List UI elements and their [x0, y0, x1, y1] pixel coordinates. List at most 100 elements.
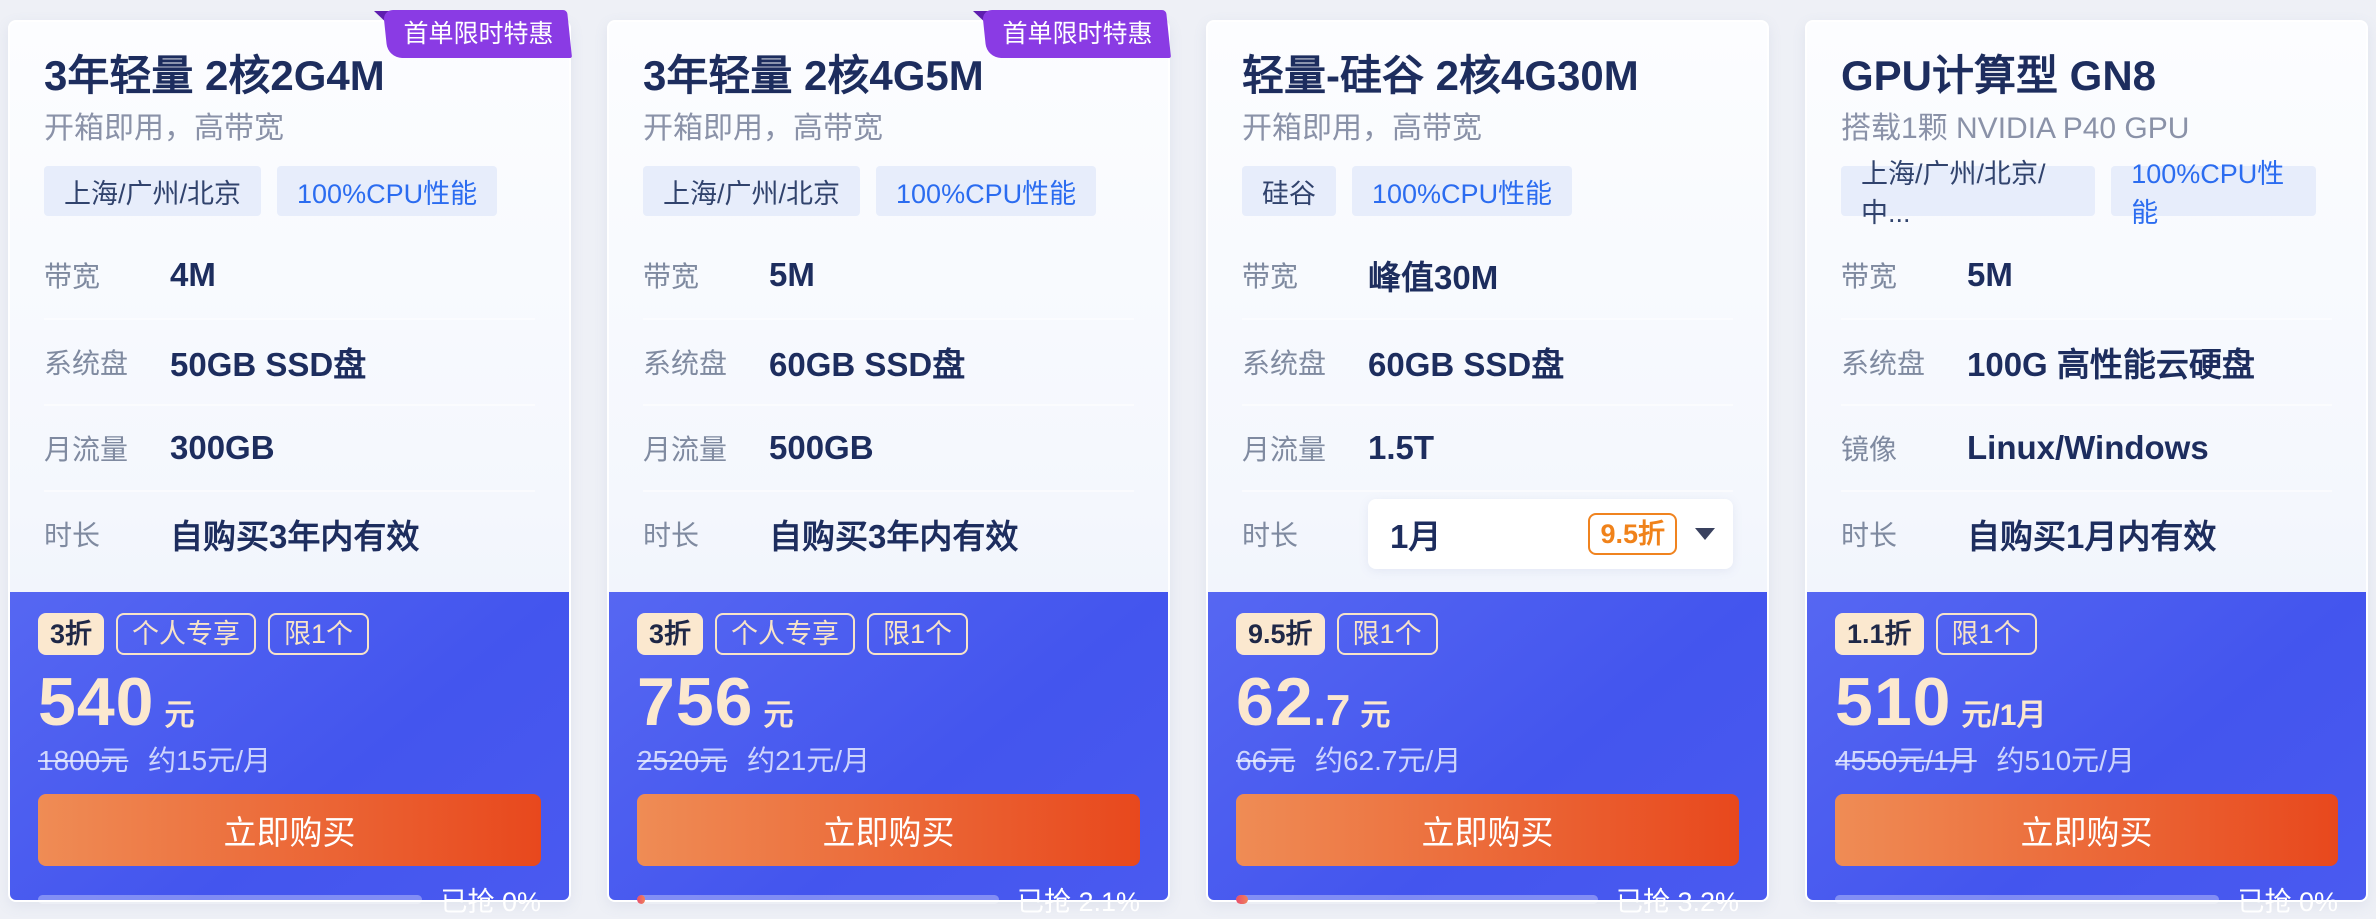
region-tag: 硅谷	[1242, 166, 1336, 216]
product-title: 轻量-硅谷 2核4G30M	[1242, 52, 1639, 99]
price-line: 62 .7 元	[1236, 668, 1739, 736]
badge-row: 3折 个人专享 限1个	[637, 612, 1140, 656]
spec-row-bandwidth: 带宽 4M	[44, 232, 535, 318]
spec-row-duration: 时长 自购买1月内有效	[1841, 490, 2332, 576]
limit-badge: 限1个	[1336, 612, 1438, 656]
region-tag: 上海/广州/北京/中...	[1841, 159, 2096, 228]
spec-value: 60GB SSD盘	[769, 346, 966, 383]
price-footer: 9.5折 限1个 62 .7 元 66元 约62.7元/月 立即购买 已抢 3.…	[1208, 592, 1767, 917]
duration-discount-chip: 9.5折	[1588, 512, 1677, 556]
duration-selected-value: 1月	[1390, 518, 1442, 555]
spec-label: 时长	[643, 520, 700, 551]
discount-badge: 3折	[38, 612, 105, 656]
price-footer: 1.1折 限1个 510 元/1月 4550元/1月 约510元/月 立即购买 …	[1807, 592, 2366, 917]
sold-percent-label: 已抢 0%	[440, 887, 541, 917]
sold-progress-row: 已抢 0%	[38, 880, 541, 919]
buy-now-button[interactable]: 立即购买	[1236, 794, 1739, 866]
original-price-line: 1800元 约15元/月	[38, 744, 541, 778]
spec-label: 系统盘	[643, 348, 728, 379]
spec-row-disk: 系统盘 100G 高性能云硬盘	[1841, 318, 2332, 404]
sold-progress-row: 已抢 2.1%	[637, 880, 1140, 919]
region-tag: 上海/广州/北京	[643, 166, 861, 216]
spec-row-disk: 系统盘 60GB SSD盘	[1242, 318, 1733, 404]
limit-badge: 限1个	[268, 612, 370, 656]
sold-progress-track	[1835, 895, 2220, 904]
spec-label: 系统盘	[44, 348, 129, 379]
buy-now-button[interactable]: 立即购买	[38, 794, 541, 866]
price-integer: 510	[1835, 664, 1952, 740]
product-title: 3年轻量 2核4G5M	[643, 52, 984, 99]
spec-row-traffic: 月流量 500GB	[643, 404, 1134, 490]
limit-badge: 限1个	[867, 612, 969, 656]
spec-label: 时长	[1841, 520, 1898, 551]
sold-percent-label: 已抢 2.1%	[1016, 887, 1140, 917]
discount-badge: 9.5折	[1236, 612, 1325, 656]
spec-row-disk: 系统盘 60GB SSD盘	[643, 318, 1134, 404]
product-title: 3年轻量 2核2G4M	[44, 52, 385, 99]
spec-value: Linux/Windows	[1967, 429, 2209, 466]
spec-label: 时长	[44, 520, 101, 551]
monthly-approx-price: 约15元/月	[148, 745, 272, 776]
buy-now-button[interactable]: 立即购买	[637, 794, 1140, 866]
card-body: 轻量-硅谷 2核4G30M 开箱即用，高带宽 硅谷 100%CPU性能 带宽 峰…	[1208, 22, 1767, 592]
personal-badge: 个人专享	[116, 612, 257, 656]
buy-now-button[interactable]: 立即购买	[1835, 794, 2338, 866]
price-integer: 756	[637, 664, 754, 740]
product-card-1: 首单限时特惠 3年轻量 2核2G4M 开箱即用，高带宽 上海/广州/北京 100…	[8, 10, 573, 917]
original-price: 1800元	[38, 745, 129, 776]
spec-row-traffic: 月流量 300GB	[44, 404, 535, 490]
original-price: 66元	[1236, 745, 1296, 776]
price-line: 510 元/1月	[1835, 668, 2338, 736]
price-unit: 元	[763, 699, 794, 732]
product-title: GPU计算型 GN8	[1841, 52, 2157, 99]
monthly-approx-price: 约21元/月	[747, 745, 871, 776]
sold-progress-track	[637, 895, 999, 904]
original-price-line: 2520元 约21元/月	[637, 744, 1140, 778]
duration-select[interactable]: 1月 9.5折	[1368, 499, 1733, 569]
sold-progress-row: 已抢 0%	[1835, 880, 2338, 919]
spec-row-traffic: 月流量 1.5T	[1242, 404, 1733, 490]
product-card-4: GPU计算型 GN8 搭载1颗 NVIDIA P40 GPU 上海/广州/北京/…	[1805, 20, 2368, 917]
spec-list: 带宽 5M 系统盘 60GB SSD盘 月流量 500GB 时长 自购买3年内有…	[643, 232, 1134, 576]
product-card-3: 轻量-硅谷 2核4G30M 开箱即用，高带宽 硅谷 100%CPU性能 带宽 峰…	[1206, 20, 1769, 917]
spec-label: 镜像	[1841, 434, 1898, 465]
price-integer: 62	[1236, 664, 1314, 740]
tag-list: 硅谷 100%CPU性能	[1242, 166, 1733, 216]
spec-value: 自购买3年内有效	[170, 518, 420, 555]
personal-badge: 个人专享	[715, 612, 856, 656]
badge-row: 3折 个人专享 限1个	[38, 612, 541, 656]
promo-ribbon-wrap: 首单限时特惠	[373, 10, 573, 58]
original-price: 2520元	[637, 745, 728, 776]
badge-row: 9.5折 限1个	[1236, 612, 1739, 656]
spec-label: 带宽	[1841, 261, 1898, 292]
tag-list: 上海/广州/北京 100%CPU性能	[643, 166, 1134, 216]
price-footer: 3折 个人专享 限1个 540 元 1800元 约15元/月 立即购买 已抢 0…	[10, 592, 569, 917]
spec-label: 带宽	[44, 261, 101, 292]
spec-row-duration: 时长 自购买3年内有效	[44, 490, 535, 576]
caret-down-icon	[1695, 528, 1715, 540]
promo-ribbon-label: 首单限时特惠	[1002, 20, 1153, 48]
monthly-approx-price: 约510元/月	[1996, 745, 2135, 776]
monthly-approx-price: 约62.7元/月	[1314, 745, 1462, 776]
spec-value: 5M	[769, 256, 815, 293]
spec-label: 系统盘	[1242, 348, 1327, 379]
card-body: 3年轻量 2核4G5M 开箱即用，高带宽 上海/广州/北京 100%CPU性能 …	[609, 22, 1168, 592]
price-footer: 3折 个人专享 限1个 756 元 2520元 约21元/月 立即购买 已抢 2…	[609, 592, 1168, 917]
price-unit: 元	[164, 699, 195, 732]
discount-badge: 1.1折	[1835, 612, 1924, 656]
spec-row-bandwidth: 带宽 5M	[643, 232, 1134, 318]
spec-value: 峰值30M	[1368, 259, 1499, 296]
spec-row-image: 镜像 Linux/Windows	[1841, 404, 2332, 490]
product-subtitle: 开箱即用，高带宽	[44, 112, 284, 145]
promo-ribbon: 首单限时特惠	[382, 10, 573, 58]
sold-percent-label: 已抢 0%	[2237, 887, 2338, 917]
sold-progress-track	[1236, 895, 1598, 904]
spec-list: 带宽 4M 系统盘 50GB SSD盘 月流量 300GB 时长 自购买3年内有…	[44, 232, 535, 576]
price-unit: 元/1月	[1961, 699, 2047, 732]
spec-label: 月流量	[44, 434, 129, 465]
spec-label: 系统盘	[1841, 348, 1926, 379]
spec-row-duration: 时长 1月 9.5折	[1242, 490, 1733, 576]
spec-label: 月流量	[1242, 434, 1327, 465]
spec-list: 带宽 峰值30M 系统盘 60GB SSD盘 月流量 1.5T 时长 1月 9.…	[1242, 232, 1733, 576]
spec-value: 100G 高性能云硬盘	[1967, 346, 2255, 383]
